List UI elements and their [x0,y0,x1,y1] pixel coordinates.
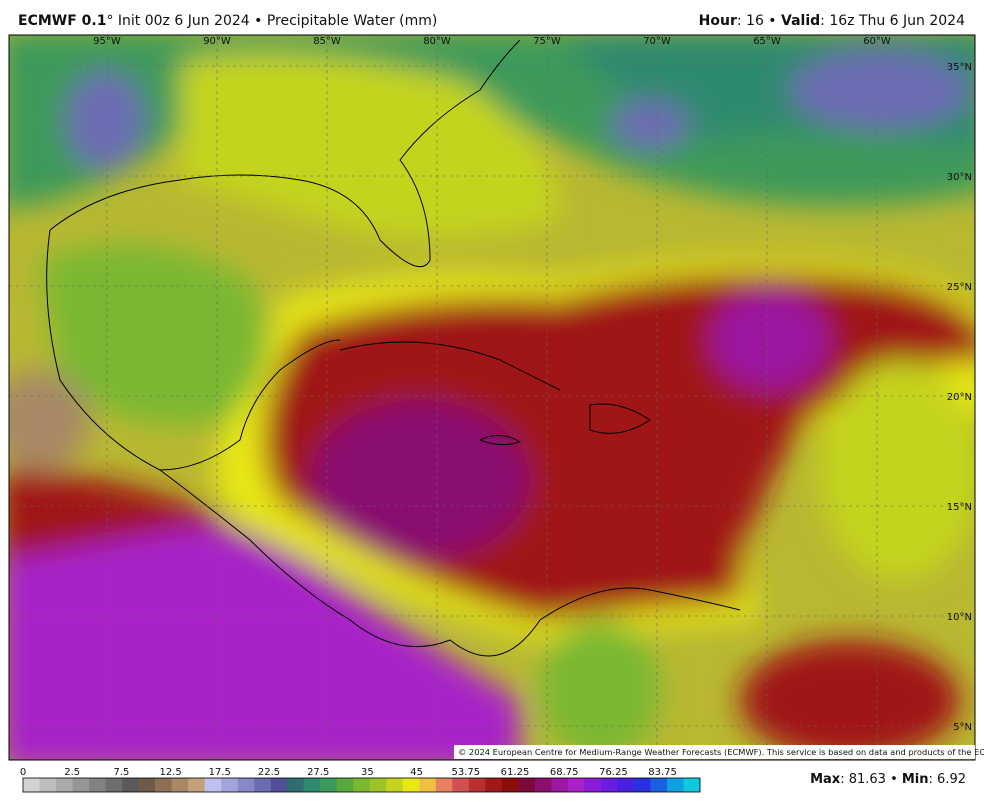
lat-label: 25°N [947,282,972,293]
colorbar-swatch [419,778,437,792]
colorbar-swatch [650,778,668,792]
header-left: ECMWF 0.1° Init 00z 6 Jun 2024 • Precipi… [18,13,437,29]
field [9,35,975,760]
model: ECMWF 0.1 [18,13,107,29]
lat-label: 20°N [947,392,972,403]
colorbar-swatch [353,778,371,792]
lon-label: 95°W [93,36,121,47]
colorbar-swatch [666,778,684,792]
lon-label: 70°W [643,36,671,47]
colorbar-swatch [270,778,288,792]
colorbar-swatch [617,778,635,792]
map-frame [8,34,976,761]
colorbar-swatch [435,778,453,792]
colorbar-swatch [287,778,305,792]
colorbar-swatch [485,778,503,792]
colorbar-swatch [23,778,40,792]
colorbar-swatch [584,778,602,792]
colorbar-swatch [369,778,387,792]
colorbar-swatch [254,778,271,792]
colorbar-swatch [122,778,139,792]
colorbar-swatch [221,778,238,792]
colorbar-swatch [72,778,90,792]
colorbar-swatch [204,778,222,792]
lat-label: 15°N [947,502,972,513]
colorbar-swatch [600,778,618,792]
header-text: ° Init 00z 6 Jun 2024 • Precipitable Wat… [106,13,438,29]
colorbar-swatch [386,778,404,792]
stats: Max: 81.63 • Min: 6.92 [810,772,966,787]
colorbar-label: 0 [20,767,26,778]
colorbar-swatch [39,778,57,792]
colorbar: 0 2.5 7.5 12.5 17.5 22.5 27.5 35 45 53.75 61.25 68.… [20,767,701,793]
colorbar-label: 83.75 [648,767,677,778]
lat-label: 10°N [947,612,972,623]
max-value: : 81.63 • [840,772,902,787]
colorbar-label: 35 [361,767,374,778]
lon-label: 60°W [863,36,891,47]
colorbar-swatch [56,778,73,792]
colorbar-swatch [237,778,255,792]
min-label: Min [901,772,929,787]
header-right: Hour: 16 • Valid: 16z Thu 6 Jun 2024 [699,13,965,29]
colorbar-swatch [155,778,172,792]
colorbar-swatch [567,778,585,792]
hour-value: : 16 • [736,13,782,29]
valid-label: Valid [781,13,821,29]
lat-label: 35°N [947,62,972,73]
colorbar-label: 7.5 [113,767,129,778]
lon-label: 80°W [423,36,451,47]
colorbar-label: 53.75 [451,767,480,778]
colorbar-swatch [303,778,321,792]
colorbar-label: 17.5 [209,767,231,778]
colorbar-swatch [551,778,569,792]
colorbar-label: 12.5 [159,767,181,778]
coastlines [46,39,741,657]
colorbar-swatch [320,778,338,792]
copyright: © 2024 European Centre for Medium-Range … [458,747,984,757]
colorbar-swatch [336,778,354,792]
colorbar-label: 68.75 [550,767,579,778]
hour-label: Hour [698,13,737,29]
copyright-bg [454,745,975,759]
colorbar-frame [22,777,701,793]
colorbar-label: 76.25 [599,767,628,778]
colorbar-swatch [402,778,420,792]
colorbar-swatch [468,778,486,792]
colorbar-label: 61.25 [501,767,530,778]
min-value: : 6.92 [928,772,966,787]
colorbar-swatch [138,778,156,792]
colorbar-swatch [518,778,536,792]
lat-label: 5°N [953,722,972,733]
lon-label: 90°W [203,36,231,47]
lon-label: 85°W [313,36,341,47]
colorbar-label: 22.5 [258,767,280,778]
colorbar-label: 45 [410,767,423,778]
valid-value: : 16z Thu 6 Jun 2024 [820,13,965,29]
lon-label: 75°W [533,36,561,47]
lon-label: 65°W [753,36,781,47]
colorbar-label: 2.5 [64,767,80,778]
colorbar-swatch [188,778,205,792]
max-label: Max [810,772,841,787]
colorbar-swatch [171,778,189,792]
colorbar-swatch [452,778,470,792]
lat-label: 30°N [947,172,972,183]
colorbar-swatch [683,778,701,792]
labels: 95°W 90°W 85°W 80°W 75°W 70°W 65°W 60°W 35°N 30°N… [93,36,972,733]
colorbar-swatch [501,778,519,792]
colorbar-swatch [633,778,651,792]
colorbar-swatch [89,778,106,792]
colorbar-swatch [105,778,123,792]
colorbar-swatch [534,778,552,792]
graticule [9,35,975,760]
colorbar-label: 27.5 [307,767,329,778]
